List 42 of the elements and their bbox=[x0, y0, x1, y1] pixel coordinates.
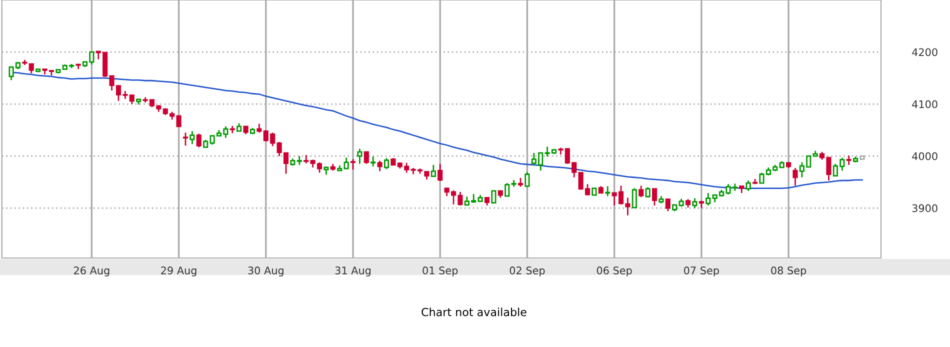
candlestick bbox=[645, 186, 650, 198]
candlestick bbox=[504, 182, 510, 197]
candlestick bbox=[524, 171, 530, 188]
candlestick bbox=[384, 157, 390, 170]
candlestick bbox=[605, 186, 610, 197]
x-tick-label: 31 Aug bbox=[335, 266, 371, 276]
candlestick bbox=[692, 197, 698, 209]
candlestick bbox=[632, 188, 637, 208]
candlestick bbox=[491, 190, 496, 204]
y-tick-label: 4000 bbox=[912, 152, 938, 160]
x-tick-label: 02 Sep bbox=[510, 266, 545, 276]
y-tick-label: 3900 bbox=[912, 204, 938, 212]
candlestick bbox=[196, 132, 202, 148]
candlestick bbox=[438, 163, 443, 182]
x-tick-label: 07 Sep bbox=[684, 266, 719, 276]
candlestick bbox=[364, 151, 369, 165]
candlestick bbox=[370, 156, 376, 168]
candlestick bbox=[176, 115, 182, 128]
candlestick bbox=[344, 156, 349, 170]
candlestick bbox=[430, 164, 436, 178]
candlestick bbox=[638, 185, 644, 198]
candlestick bbox=[190, 130, 195, 145]
x-tick-label: 01 Sep bbox=[422, 266, 458, 276]
candlestick bbox=[665, 198, 670, 212]
x-tick-label: 30 Aug bbox=[248, 266, 284, 276]
y-tick-label: 4200 bbox=[912, 48, 938, 56]
candlestick bbox=[350, 158, 356, 170]
y-tick-label: 4100 bbox=[912, 100, 938, 108]
x-tick-label: 29 Aug bbox=[161, 266, 196, 276]
x-tick-label: 06 Sep bbox=[596, 266, 632, 276]
candlestick bbox=[28, 63, 34, 74]
x-tick-label: 26 Aug bbox=[74, 266, 110, 276]
candlestick bbox=[652, 188, 658, 206]
candlestick bbox=[792, 167, 798, 186]
candlestick bbox=[746, 180, 751, 192]
candlestick bbox=[182, 132, 188, 146]
candlestick bbox=[377, 160, 382, 172]
candlestick bbox=[706, 192, 711, 206]
x-tick-label: 08 Sep bbox=[771, 266, 806, 276]
candlestick bbox=[357, 148, 362, 165]
text: Chart not available bbox=[422, 308, 526, 316]
candlestick bbox=[846, 154, 852, 166]
